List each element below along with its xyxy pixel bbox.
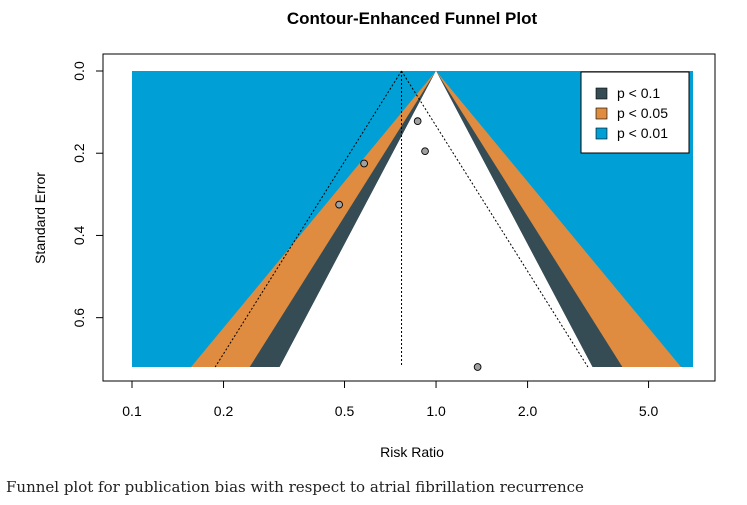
y-tick-label: 0.0 [71,61,87,81]
study-points [335,117,482,371]
funnel-plot: Contour-Enhanced Funnel Plot 0.1 0.2 0.5 1.… [32,9,716,460]
legend-swatch-p005 [595,107,608,120]
y-axis-label: Standard Error [32,172,48,264]
legend-swatch-p001 [595,127,608,140]
x-axis: 0.1 0.2 0.5 1.0 2.0 5.0 [122,380,659,419]
study-point-4 [421,147,429,156]
y-tick-label: 0.6 [71,308,87,328]
study-point-1 [335,200,343,209]
legend-item-p01: p < 0.1 [595,85,660,101]
legend-item-p001: p < 0.01 [595,125,668,141]
legend-label-p01: p < 0.1 [617,85,660,101]
x-tick-label: 5.0 [639,403,659,419]
legend-label-p001: p < 0.01 [617,125,668,141]
x-tick-label: 0.1 [122,403,142,419]
x-tick-label: 0.5 [335,403,355,419]
study-point-5 [473,363,482,371]
study-point-3 [413,117,422,126]
legend-swatch-p01 [595,87,608,100]
x-axis-label: Risk Ratio [380,444,444,460]
x-tick-label: 2.0 [518,403,538,419]
figure-caption: Funnel plot for publication bias with re… [6,478,584,496]
study-point-2 [360,159,368,168]
legend: p < 0.1 p < 0.05 p < 0.01 [580,71,690,154]
legend-item-p005: p < 0.05 [595,105,668,121]
x-tick-label: 0.2 [214,403,234,419]
y-axis: 0.0 0.2 0.4 0.6 [71,61,104,328]
y-tick-label: 0.4 [71,225,87,245]
legend-label-p005: p < 0.05 [617,105,668,121]
x-tick-label: 1.0 [426,403,446,419]
chart-title: Contour-Enhanced Funnel Plot [287,9,538,28]
y-tick-label: 0.2 [71,143,87,163]
nonsignificant-region [279,71,593,367]
